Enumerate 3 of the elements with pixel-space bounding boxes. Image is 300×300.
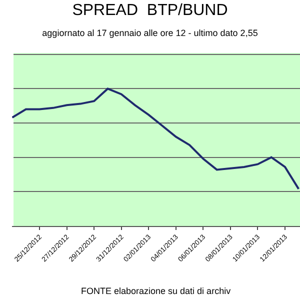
source-note: FONTE elaborazione su dati di archiv <box>81 286 232 296</box>
chart-title: SPREAD BTP/BUND <box>72 2 228 19</box>
chart-subtitle: aggiornato al 17 gennaio alle ore 12 - ultimo dato 2,55 <box>42 28 258 38</box>
